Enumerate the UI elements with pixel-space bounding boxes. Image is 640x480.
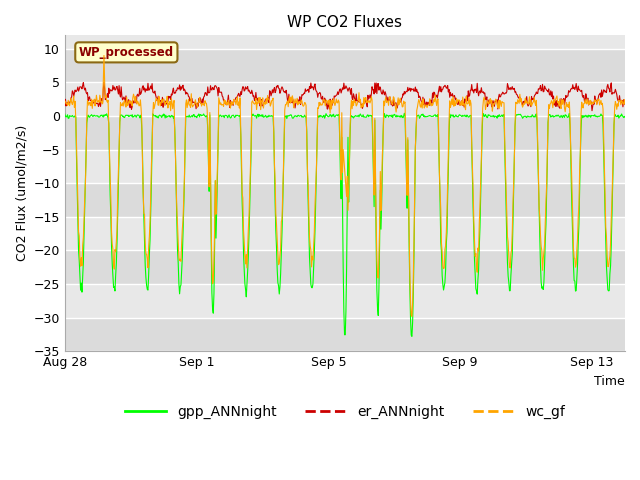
gpp_ANNnight — [61, 111, 68, 117]
gpp_ANNnight — [490, 114, 498, 120]
gpp_ANNnight — [408, 334, 416, 339]
X-axis label: Time: Time — [595, 374, 625, 387]
er_ANNnight — [621, 102, 629, 108]
Line: er_ANNnight: er_ANNnight — [65, 83, 625, 111]
gpp_ANNnight — [621, 114, 629, 120]
gpp_ANNnight — [125, 114, 132, 120]
er_ANNnight — [175, 86, 183, 92]
gpp_ANNnight — [136, 114, 144, 120]
Bar — [65, 49, 625, 83]
wc_gf — [621, 101, 629, 107]
Line: wc_gf: wc_gf — [65, 56, 625, 316]
Legend: gpp_ANNnight, er_ANNnight, wc_gf: gpp_ANNnight, er_ANNnight, wc_gf — [119, 399, 571, 424]
wc_gf — [408, 313, 416, 319]
wc_gf — [490, 101, 498, 107]
wc_gf — [100, 53, 108, 59]
er_ANNnight — [588, 108, 596, 114]
gpp_ANNnight — [399, 114, 406, 120]
er_ANNnight — [399, 91, 407, 96]
er_ANNnight — [490, 100, 497, 106]
Y-axis label: CO2 Flux (umol/m2/s): CO2 Flux (umol/m2/s) — [15, 125, 28, 262]
wc_gf — [175, 255, 183, 261]
Text: WP_processed: WP_processed — [79, 46, 174, 59]
gpp_ANNnight — [174, 260, 182, 266]
wc_gf — [61, 98, 68, 104]
er_ANNnight — [137, 90, 145, 96]
gpp_ANNnight — [401, 110, 408, 116]
wc_gf — [137, 106, 145, 112]
Bar — [65, 318, 625, 351]
Title: WP CO2 Fluxes: WP CO2 Fluxes — [287, 15, 403, 30]
er_ANNnight — [352, 99, 360, 105]
Line: gpp_ANNnight: gpp_ANNnight — [65, 113, 625, 336]
Bar — [65, 251, 625, 284]
er_ANNnight — [61, 103, 68, 108]
er_ANNnight — [125, 103, 133, 108]
Bar — [65, 116, 625, 150]
wc_gf — [399, 104, 407, 109]
er_ANNnight — [100, 80, 108, 85]
wc_gf — [352, 99, 360, 105]
Bar — [65, 183, 625, 217]
gpp_ANNnight — [351, 113, 358, 119]
wc_gf — [125, 97, 133, 103]
